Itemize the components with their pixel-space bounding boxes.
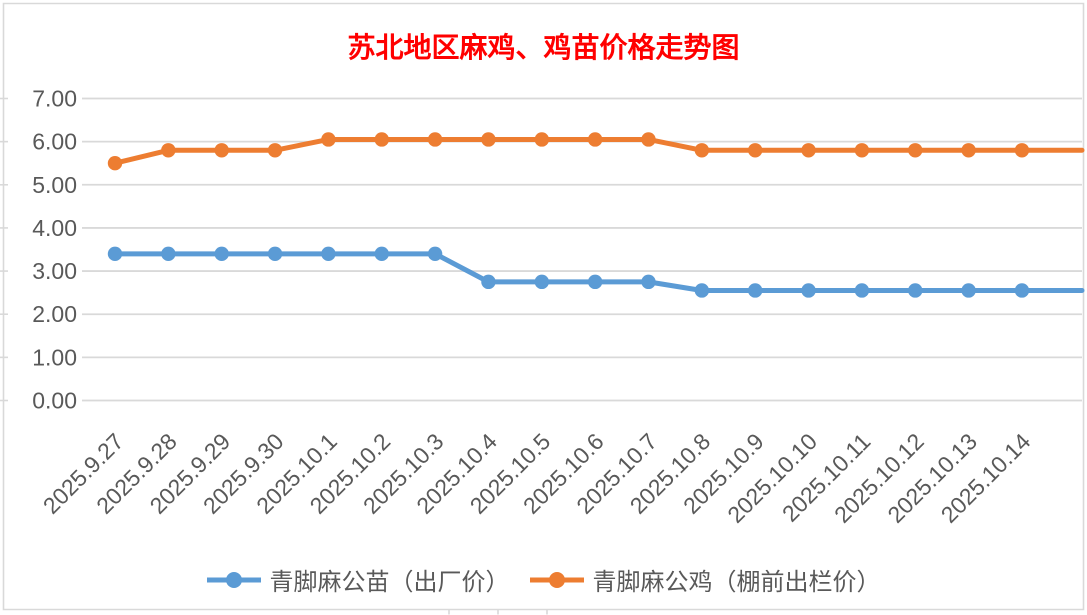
data-point bbox=[748, 143, 763, 158]
data-point bbox=[321, 132, 336, 147]
y-axis-label: 4.00 bbox=[32, 215, 77, 241]
data-point bbox=[587, 274, 603, 290]
legend-label: 青脚麻公鸡（棚前出栏价） bbox=[592, 570, 881, 596]
data-point bbox=[161, 143, 176, 158]
y-axis-label: 5.00 bbox=[32, 172, 77, 198]
data-point bbox=[161, 246, 176, 262]
data-point bbox=[961, 143, 976, 158]
data-point bbox=[214, 246, 229, 262]
data-point bbox=[801, 143, 816, 158]
y-axis-label: 7.00 bbox=[32, 86, 77, 112]
legend-label: 青脚麻公苗（出厂价） bbox=[269, 570, 510, 596]
data-point bbox=[481, 274, 496, 290]
data-point bbox=[961, 283, 976, 298]
chart-legend: 青脚麻公苗（出厂价） 青脚麻公鸡（棚前出栏价） bbox=[0, 562, 1087, 597]
data-point bbox=[267, 246, 283, 262]
data-point bbox=[908, 283, 923, 298]
data-point bbox=[214, 143, 229, 158]
data-point bbox=[694, 143, 710, 158]
y-axis-label: 3.00 bbox=[32, 258, 77, 284]
y-axis-label: 1.00 bbox=[32, 344, 77, 370]
legend-marker-icon bbox=[206, 571, 261, 588]
data-point bbox=[374, 132, 389, 147]
y-axis-label: 6.00 bbox=[32, 129, 77, 155]
data-point bbox=[107, 246, 123, 262]
data-point bbox=[854, 283, 870, 298]
legend-item: 青脚麻公鸡（棚前出栏价） bbox=[529, 562, 881, 597]
chart-title: 苏北地区麻鸡、鸡苗价格走势图 bbox=[347, 33, 740, 64]
legend-item: 青脚麻公苗（出厂价） bbox=[206, 562, 510, 597]
data-point bbox=[107, 156, 123, 171]
data-point bbox=[694, 283, 710, 298]
data-point bbox=[908, 143, 923, 158]
data-point bbox=[587, 132, 603, 147]
y-axis-label: 2.00 bbox=[32, 301, 77, 327]
data-point bbox=[1014, 143, 1030, 158]
data-point bbox=[748, 283, 763, 298]
legend-marker-icon bbox=[529, 571, 584, 588]
data-point bbox=[641, 274, 656, 290]
data-point bbox=[534, 274, 549, 290]
data-point bbox=[1014, 283, 1030, 298]
data-point bbox=[321, 246, 336, 262]
data-point bbox=[854, 143, 870, 158]
data-point bbox=[267, 143, 283, 158]
data-point bbox=[427, 132, 443, 147]
data-point bbox=[801, 283, 816, 298]
data-point bbox=[641, 132, 656, 147]
data-point bbox=[374, 246, 389, 262]
y-axis-label: 0.00 bbox=[32, 388, 77, 414]
data-point bbox=[481, 132, 496, 147]
data-point bbox=[427, 246, 443, 262]
data-point bbox=[534, 132, 549, 147]
